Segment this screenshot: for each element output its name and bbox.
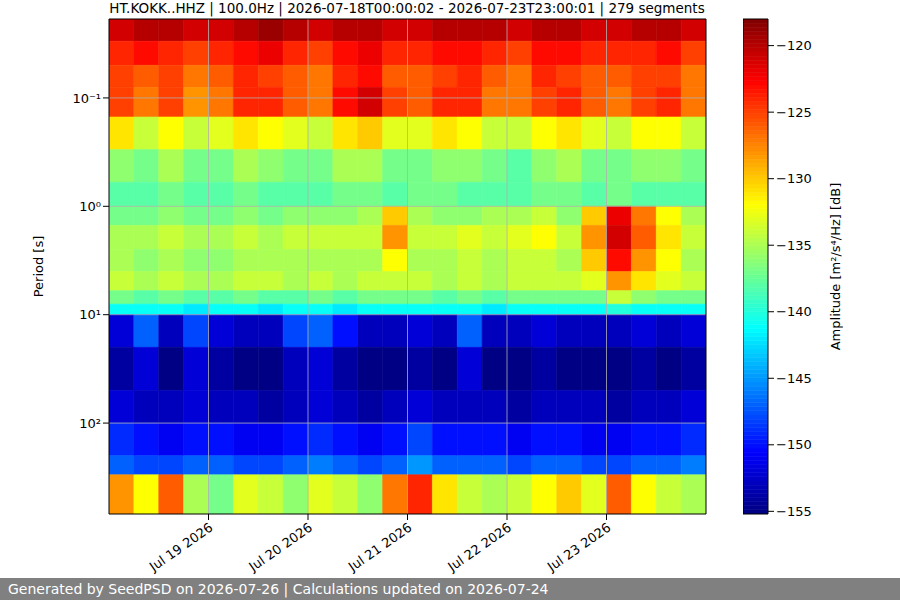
svg-text:Jul 19 2026: Jul 19 2026 [146, 520, 216, 575]
svg-text:Period [s]: Period [s] [31, 236, 46, 298]
svg-text:Amplitude [m²/s⁴/Hz] [dB]: Amplitude [m²/s⁴/Hz] [dB] [828, 183, 843, 351]
svg-text:Jul 20 2026: Jul 20 2026 [245, 520, 315, 575]
svg-text:−125: −125 [776, 105, 812, 120]
svg-text:Jul 22 2026: Jul 22 2026 [444, 520, 514, 575]
svg-text:−135: −135 [776, 238, 812, 253]
html-text:HT.KOKK..HHZ | 100.0Hz | 2026-: HT.KOKK..HHZ | 100.0Hz | 2026-07-18T00:0… [109, 0, 705, 16]
svg-text:−155: −155 [776, 504, 812, 519]
svg-text:Jul 23 2026: Jul 23 2026 [544, 520, 614, 575]
svg-text:−150: −150 [776, 437, 812, 452]
svg-text:10¹: 10¹ [79, 307, 101, 322]
svg-text:−140: −140 [776, 304, 812, 319]
html-text:Generated by SeedPSD on 2026-0: Generated by SeedPSD on 2026-07-26 | Cal… [8, 581, 549, 597]
svg-text:Jul 21 2026: Jul 21 2026 [345, 520, 415, 575]
svg-text:−130: −130 [776, 171, 812, 186]
svg-text:10²: 10² [79, 416, 101, 431]
svg-text:−120: −120 [776, 38, 812, 53]
svg-text:−145: −145 [776, 371, 812, 386]
svg-text:10⁻¹: 10⁻¹ [72, 91, 101, 106]
svg-text:10⁰: 10⁰ [79, 199, 101, 214]
